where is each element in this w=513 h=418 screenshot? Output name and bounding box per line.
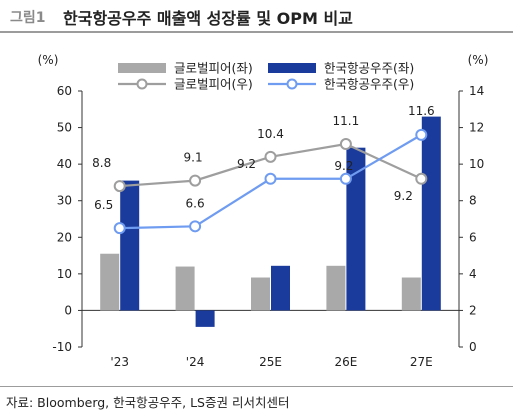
point-kai (415, 128, 428, 141)
legend-swatch-bar (268, 63, 316, 73)
left-tick-label: 20 (57, 230, 72, 244)
left-tick-label: 10 (57, 267, 72, 281)
x-tick-label: 25E (259, 355, 282, 369)
chart-title: 한국항공우주 매출액 성장률 및 OPM 비교 (63, 9, 353, 28)
point-peer (339, 138, 352, 151)
left-tick-label: 60 (57, 84, 72, 98)
bar-peer (175, 266, 195, 311)
data-label-kai: 11.6 (408, 104, 435, 118)
point-kai (339, 172, 352, 185)
data-label-peer: 8.8 (92, 156, 111, 170)
bar-kai (195, 310, 215, 327)
bar-kai (346, 147, 366, 311)
data-label-peer: 9.1 (184, 151, 203, 165)
title-divider (0, 31, 513, 33)
chart: -10 0 10 20 30 40 50 60 0 2 4 6 8 10 12 14 (%) (%) '23 '24 2… (38, 53, 489, 369)
data-label-kai: 6.6 (186, 196, 205, 210)
legend-label: 글로벌피어(우) (174, 77, 253, 92)
left-tick-label: 40 (57, 157, 72, 171)
point-peer (264, 150, 277, 163)
legend-label: 글로벌피어(좌) (174, 61, 253, 76)
source-note: 자료: Bloomberg, 한국항공우주, LS증권 리서치센터 (6, 395, 290, 410)
axes: -10 0 10 20 30 40 50 60 0 2 4 6 8 10 12 14 (%) (%) '23 '24 2… (38, 53, 489, 369)
right-tick-label: 14 (469, 84, 484, 98)
left-tick-label: 50 (57, 121, 72, 135)
bar-kai (421, 116, 441, 311)
data-labels: 8.8 9.1 10.4 11.1 9.2 6.5 6.6 9.2 9.2 11.6 (92, 104, 435, 212)
legend-swatch-marker (136, 78, 148, 90)
lines (113, 128, 428, 235)
data-label-kai: 6.5 (94, 198, 113, 212)
legend-swatch-bar (118, 63, 166, 73)
x-tick-label: 26E (334, 355, 357, 369)
bar-peer (100, 253, 120, 311)
point-kai (113, 222, 126, 235)
bar-kai (271, 265, 290, 311)
legend-label: 한국항공우주(우) (324, 77, 414, 92)
data-label-peer: 11.1 (333, 114, 360, 128)
bar-kai (120, 180, 140, 311)
right-tick-label: 2 (469, 303, 477, 317)
right-tick-label: 6 (469, 230, 477, 244)
x-tick-label: '23 (110, 355, 129, 369)
data-label-kai: 9.2 (334, 159, 353, 173)
legend-swatch-marker (286, 78, 298, 90)
bars (100, 116, 441, 327)
left-tick-label: 0 (64, 303, 72, 317)
right-tick-label: 4 (469, 267, 477, 281)
left-tick-label: -10 (52, 340, 72, 354)
right-tick-label: 8 (469, 194, 477, 208)
x-tick-label: '24 (186, 355, 205, 369)
data-label-peer: 9.2 (394, 189, 413, 203)
right-tick-label: 0 (469, 340, 477, 354)
figure-label: 그림1 (10, 10, 46, 26)
bar-peer (401, 277, 421, 311)
bar-peer (251, 277, 270, 311)
right-tick-label: 12 (469, 121, 484, 135)
data-label-kai: 9.2 (237, 157, 256, 171)
point-peer (415, 172, 428, 185)
data-label-peer: 10.4 (257, 127, 284, 141)
title-bar: 그림1 한국항공우주 매출액 성장률 및 OPM 비교 (0, 0, 513, 30)
point-peer (189, 174, 202, 187)
legend: 글로벌피어(좌) 한국항공우주(좌) 글로벌피어(우) 한국항공우주(우) (118, 61, 414, 92)
x-tick-label: 27E (410, 355, 433, 369)
left-tick-label: 30 (57, 194, 72, 208)
right-axis-unit: (%) (468, 53, 489, 67)
bar-peer (326, 265, 346, 311)
point-peer (113, 180, 126, 193)
left-axis-unit: (%) (38, 53, 59, 67)
bottom-divider (0, 386, 513, 387)
point-kai (264, 172, 277, 185)
right-tick-label: 10 (469, 157, 484, 171)
point-kai (189, 220, 202, 233)
legend-label: 한국항공우주(좌) (324, 61, 414, 76)
